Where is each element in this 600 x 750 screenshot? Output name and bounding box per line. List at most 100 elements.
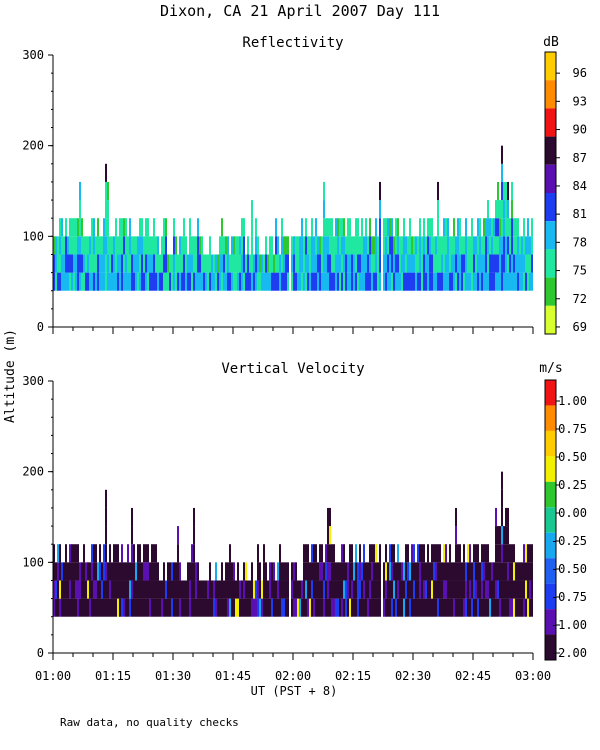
- echo-cell: [509, 544, 511, 563]
- echo-cell: [451, 562, 453, 581]
- echo-cell: [241, 272, 243, 291]
- echo-cell: [303, 544, 305, 563]
- echo-cell: [93, 272, 95, 291]
- echo-cell: [237, 272, 239, 291]
- echo-cell: [439, 598, 441, 617]
- echo-cell: [465, 254, 467, 273]
- echo-cell: [131, 526, 133, 545]
- echo-cell: [367, 254, 369, 273]
- echo-cell: [429, 254, 431, 273]
- echo-cell: [391, 218, 393, 237]
- echo-cell: [499, 236, 501, 255]
- echo-cell: [339, 580, 341, 599]
- echo-cell: [393, 254, 395, 273]
- echo-cell: [157, 272, 159, 291]
- echo-cell: [99, 272, 101, 291]
- echo-cell: [391, 598, 393, 617]
- echo-cell: [103, 562, 105, 581]
- echo-cell: [509, 580, 511, 599]
- echo-cell: [107, 200, 109, 219]
- echo-cell: [83, 254, 85, 273]
- echo-cell: [243, 562, 245, 581]
- echo-cell: [495, 507, 497, 527]
- echo-cell: [397, 544, 399, 563]
- echo-cell: [155, 272, 157, 291]
- echo-cell: [71, 598, 73, 617]
- echo-cell: [135, 598, 137, 617]
- echo-cell: [395, 580, 397, 599]
- echo-cell: [293, 254, 295, 273]
- echo-cell: [335, 598, 337, 617]
- echo-cell: [427, 544, 429, 563]
- echo-cell: [149, 562, 151, 581]
- echo-cell: [57, 580, 59, 599]
- echo-cell: [93, 254, 95, 273]
- echo-cell: [277, 236, 279, 255]
- echo-cell: [531, 272, 533, 291]
- echo-cell: [517, 598, 519, 617]
- echo-cell: [177, 544, 179, 563]
- echo-cell: [259, 562, 261, 581]
- echo-cell: [201, 598, 203, 617]
- echo-cell: [467, 544, 469, 563]
- echo-cell: [405, 236, 407, 255]
- echo-cell: [375, 598, 377, 617]
- echo-cell: [417, 254, 419, 273]
- echo-cell: [351, 544, 353, 563]
- echo-cell: [505, 272, 507, 291]
- echo-cell: [515, 580, 517, 599]
- echo-cell: [225, 254, 227, 273]
- echo-cell: [121, 544, 123, 563]
- echo-cell: [221, 218, 223, 237]
- echo-cell: [53, 598, 55, 617]
- echo-cell: [119, 598, 121, 617]
- echo-cell: [77, 272, 79, 291]
- echo-cell: [133, 254, 135, 273]
- echo-cell: [491, 580, 493, 599]
- echo-cell: [151, 580, 153, 599]
- echo-cell: [489, 218, 491, 237]
- echo-cell: [349, 218, 351, 237]
- echo-cell: [57, 562, 59, 581]
- echo-cell: [113, 236, 115, 255]
- echo-cell: [69, 254, 71, 273]
- echo-cell: [377, 598, 379, 617]
- echo-cell: [287, 236, 289, 255]
- echo-cell: [501, 507, 503, 527]
- echo-cell: [119, 562, 121, 581]
- echo-cell: [463, 236, 465, 255]
- echo-cell: [165, 580, 167, 599]
- echo-cell: [247, 580, 249, 599]
- echo-cell: [71, 272, 73, 291]
- echo-cell: [191, 254, 193, 273]
- colorbar-swatch: [545, 558, 556, 584]
- echo-cell: [507, 580, 509, 599]
- echo-cell: [189, 562, 191, 581]
- echo-cell: [273, 580, 275, 599]
- echo-cell: [177, 272, 179, 291]
- echo-cell: [61, 580, 63, 599]
- echo-cell: [185, 580, 187, 599]
- y-tick-label: 100: [22, 555, 44, 569]
- echo-cell: [149, 254, 151, 273]
- echo-cell: [477, 580, 479, 599]
- echo-cell: [343, 598, 345, 617]
- echo-cell: [135, 236, 137, 255]
- echo-cell: [81, 236, 83, 255]
- echo-cell: [121, 580, 123, 599]
- echo-cell: [139, 580, 141, 599]
- echo-cell: [505, 526, 507, 545]
- echo-cell: [255, 598, 257, 617]
- echo-cell: [307, 544, 309, 563]
- echo-cell: [485, 218, 487, 237]
- echo-cell: [445, 580, 447, 599]
- echo-cell: [107, 272, 109, 291]
- echo-cell: [285, 562, 287, 581]
- echo-cell: [83, 236, 85, 255]
- echo-cell: [503, 236, 505, 255]
- echo-cell: [199, 598, 201, 617]
- echo-cell: [117, 236, 119, 255]
- echo-cell: [241, 218, 243, 237]
- echo-cell: [501, 526, 503, 545]
